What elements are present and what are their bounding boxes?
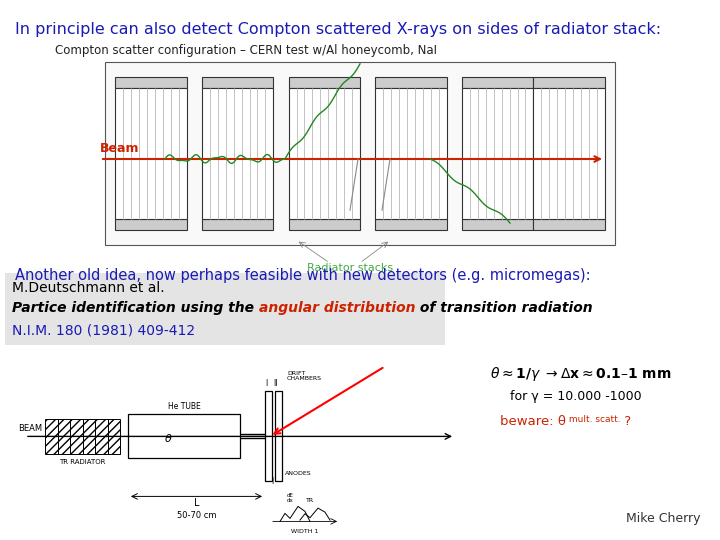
Bar xyxy=(105,62,615,245)
Text: I: I xyxy=(271,477,273,487)
Bar xyxy=(375,77,446,87)
Text: Compton scatter configuration – CERN test w/Al honeycomb, NaI: Compton scatter configuration – CERN tes… xyxy=(55,44,437,57)
Bar xyxy=(462,87,534,219)
Text: Radiator stacks: Radiator stacks xyxy=(307,263,393,273)
Text: I: I xyxy=(265,380,267,388)
Text: ?: ? xyxy=(620,415,631,428)
Bar xyxy=(45,420,58,454)
Bar xyxy=(462,219,534,231)
Text: TR RADIATOR: TR RADIATOR xyxy=(59,460,106,465)
Text: 50-70 cm: 50-70 cm xyxy=(176,511,216,521)
Text: ANODES: ANODES xyxy=(285,471,312,476)
Bar xyxy=(275,392,282,481)
Bar xyxy=(289,219,360,231)
Text: L: L xyxy=(194,498,199,508)
Text: mult. scatt.: mult. scatt. xyxy=(566,415,621,424)
Bar xyxy=(115,87,186,219)
Text: $\theta$$\approx$1/$\gamma$ $\rightarrow$$\Delta$x$\approx$0.1–1 mm: $\theta$$\approx$1/$\gamma$ $\rightarrow… xyxy=(490,365,672,383)
Text: M.Deutschmann et al.: M.Deutschmann et al. xyxy=(12,281,165,295)
Text: dE
dx: dE dx xyxy=(287,492,294,503)
Bar xyxy=(289,87,360,219)
Text: N.I.M. 180 (1981) 409-412: N.I.M. 180 (1981) 409-412 xyxy=(12,323,195,337)
Bar xyxy=(534,219,605,231)
Bar xyxy=(375,219,446,231)
Text: He TUBE: He TUBE xyxy=(168,402,200,411)
Bar xyxy=(289,77,360,87)
Text: beware: θ: beware: θ xyxy=(500,415,566,428)
Bar xyxy=(375,87,446,219)
Text: Partice identification using the: Partice identification using the xyxy=(12,301,259,315)
Text: BEAM: BEAM xyxy=(18,424,42,434)
Bar xyxy=(265,392,272,481)
Bar xyxy=(115,77,186,87)
Bar xyxy=(95,420,107,454)
Text: of transition radiation: of transition radiation xyxy=(415,301,593,315)
Bar xyxy=(202,219,274,231)
Text: TR: TR xyxy=(306,498,314,503)
Bar xyxy=(107,420,120,454)
Bar xyxy=(534,77,605,87)
Bar xyxy=(202,77,274,87)
Text: DRIFT
CHAMBERS: DRIFT CHAMBERS xyxy=(287,370,322,381)
Text: E: E xyxy=(268,427,272,431)
Text: WIDTH 1: WIDTH 1 xyxy=(292,529,319,535)
Text: Another old idea, now perhaps feasible with new detectors (e.g. micromegas):: Another old idea, now perhaps feasible w… xyxy=(15,268,590,283)
Bar xyxy=(534,87,605,219)
Bar xyxy=(5,273,445,345)
Bar xyxy=(115,219,186,231)
Text: for γ = 10.000 -1000: for γ = 10.000 -1000 xyxy=(510,390,642,403)
Text: Mike Cherry: Mike Cherry xyxy=(626,512,700,525)
Text: $\theta$: $\theta$ xyxy=(163,433,172,444)
Text: angular distribution: angular distribution xyxy=(259,301,415,315)
Bar xyxy=(462,77,534,87)
Bar xyxy=(128,414,240,458)
Text: In principle can also detect Compton scattered X-rays on sides of radiator stack: In principle can also detect Compton sca… xyxy=(15,22,661,37)
Bar xyxy=(70,420,83,454)
Text: Beam: Beam xyxy=(100,142,140,155)
Bar xyxy=(58,420,70,454)
Text: II: II xyxy=(274,380,278,388)
Bar xyxy=(202,87,274,219)
Bar xyxy=(83,420,95,454)
